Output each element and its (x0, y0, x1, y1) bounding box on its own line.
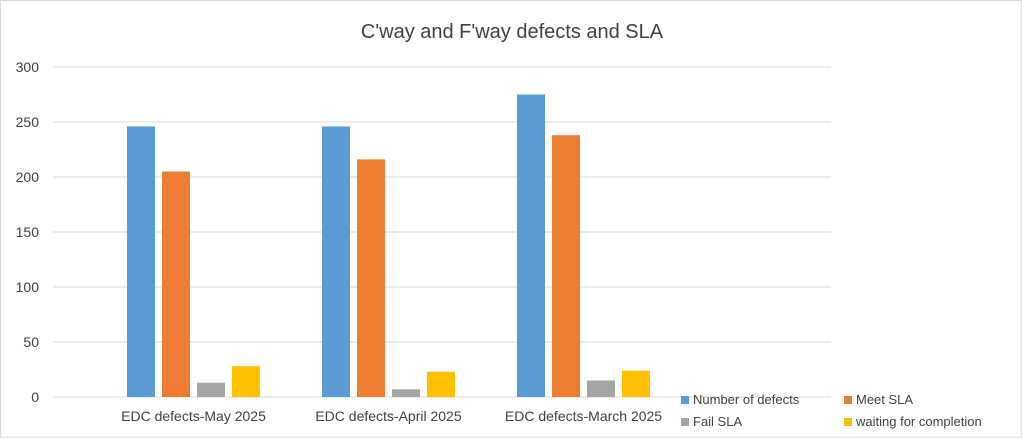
x-tick-label: EDC defects-April 2025 (315, 408, 462, 424)
legend: Number of defects Meet SLA Fail SLA waiting… (681, 392, 982, 429)
y-axis-ticks: 0 50 100 150 200 250 300 (16, 59, 40, 405)
legend-label: Number of defects (693, 392, 800, 407)
bar-waiting-for-completion-3 (622, 370, 650, 397)
legend-swatch (681, 396, 689, 404)
y-tick-label: 0 (31, 389, 39, 405)
chart-title: C'way and F'way defects and SLA (361, 21, 664, 43)
x-axis-ticks: EDC defects-May 2025 EDC defects-April 20… (121, 408, 662, 424)
bar-waiting-for-completion-1 (232, 366, 260, 397)
y-tick-label: 100 (16, 279, 40, 295)
bar-meet-sla-2 (357, 159, 385, 397)
legend-label: waiting for completion (855, 414, 982, 429)
legend-swatch (844, 418, 852, 426)
legend-swatch (844, 396, 852, 404)
bar-fail-sla-1 (197, 382, 225, 397)
bar-fail-sla-2 (392, 389, 420, 397)
y-tick-label: 300 (16, 59, 40, 75)
bar-number-of-defects-2 (322, 126, 350, 398)
y-tick-label: 250 (16, 114, 40, 130)
x-tick-label: EDC defects-March 2025 (505, 408, 662, 424)
x-tick-label: EDC defects-May 2025 (121, 408, 266, 424)
bar-meet-sla-3 (552, 135, 580, 397)
y-tick-label: 150 (16, 224, 40, 240)
y-tick-label: 50 (23, 334, 39, 350)
bar-number-of-defects-1 (127, 126, 155, 398)
bars (127, 94, 650, 398)
bar-number-of-defects-3 (517, 94, 545, 397)
legend-swatch (681, 418, 689, 426)
bar-meet-sla-1 (162, 171, 190, 397)
bar-waiting-for-completion-2 (427, 371, 455, 397)
legend-label: Fail SLA (693, 414, 742, 429)
y-tick-label: 200 (16, 169, 40, 185)
legend-label: Meet SLA (856, 392, 913, 407)
bar-fail-sla-3 (587, 380, 615, 397)
